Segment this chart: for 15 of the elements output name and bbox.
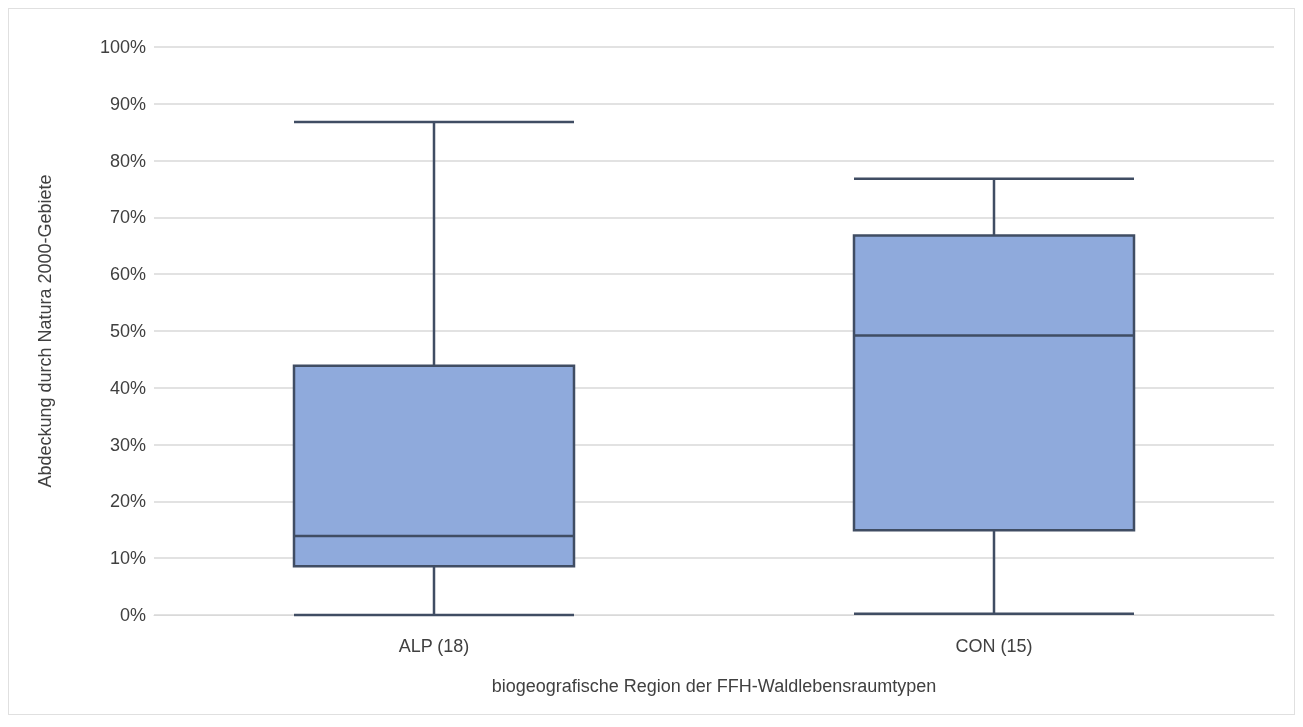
y-tick-label: 60% <box>109 264 146 285</box>
y-tick-label: 50% <box>109 321 146 341</box>
y-tick-label: 40% <box>109 377 146 398</box>
x-tick-label: CON (15) <box>955 636 1033 656</box>
y-tick-label: 100% <box>99 37 146 57</box>
x-tick-label: ALP (18) <box>398 636 470 656</box>
y-tick-label: 30% <box>109 434 146 455</box>
y-tick-label: 10% <box>109 548 146 569</box>
y-tick-label: 20% <box>109 491 146 512</box>
y-tick-label: 90% <box>109 93 146 114</box>
y-axis-title: Abdeckung durch Natura 2000-Gebiete <box>35 174 55 488</box>
x-axis-title: biogeografische Region der FFH-Waldlebensraumtypen <box>491 676 937 696</box>
y-tick-label: 70% <box>109 207 146 228</box>
y-tick-label: 80% <box>109 150 146 171</box>
y-tick-label: 0% <box>119 605 146 625</box>
